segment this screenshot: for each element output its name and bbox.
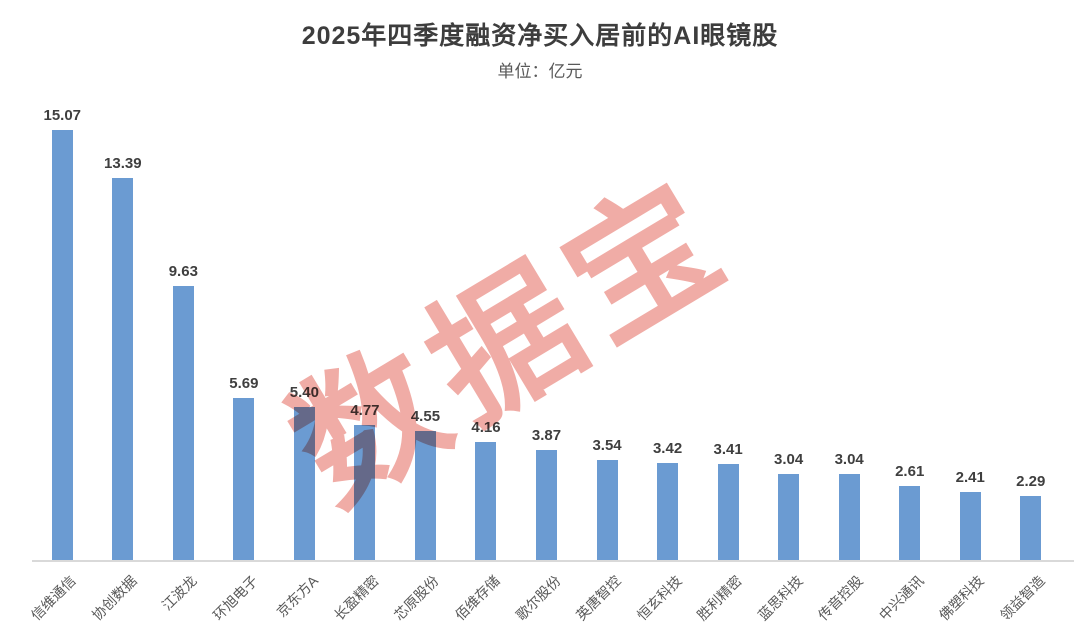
- bar-value-label: 2.41: [955, 469, 985, 487]
- bar-column: 4.77: [335, 104, 396, 561]
- x-axis-labels: 信维通信 协创数据 江波龙 环旭电子 京东方A 长盈精密 芯原股份 佰维存储 歌尔股份 英唐智控恒…: [28, 563, 1061, 636]
- bar: [475, 442, 497, 561]
- bar: [959, 492, 981, 561]
- bar-value-label: 3.04: [834, 451, 864, 469]
- x-axis-label: 江波龙: [159, 572, 201, 614]
- bar-column: 2.29: [1001, 104, 1062, 561]
- bar: [536, 450, 558, 561]
- bar: [51, 130, 73, 561]
- bar: [293, 406, 315, 561]
- bar-value-label: 5.40: [289, 383, 319, 401]
- chart-title: 2025年四季度融资净买入居前的AI眼镜股: [301, 22, 779, 50]
- bar-column: 3.42: [637, 104, 698, 561]
- bar: [354, 424, 376, 561]
- bar-column: 2.61: [879, 104, 940, 561]
- bar-column: 3.04: [758, 104, 819, 561]
- bar-value-label: 2.61: [895, 463, 925, 481]
- x-axis-label: 恒玄科技: [633, 572, 685, 624]
- chart-unit-label: 单位：亿元: [497, 62, 583, 81]
- x-axis-line: [32, 560, 1074, 562]
- x-axis-label: 协创数据: [88, 572, 140, 624]
- bar-column: 4.16: [456, 104, 517, 561]
- bar-value-label: 2.29: [1016, 472, 1046, 490]
- bar-value-label: 4.16: [471, 419, 501, 436]
- bar-value-label: 3.41: [713, 440, 743, 458]
- x-axis-label: 京东方A: [273, 572, 322, 621]
- x-axis-label: 中兴通讯: [875, 572, 927, 624]
- bar-value-label: 4.55: [410, 407, 441, 425]
- bar: [172, 285, 194, 561]
- x-axis-label: 佛塑科技: [936, 572, 987, 624]
- x-axis-label: 蓝思科技: [754, 572, 806, 624]
- bar: [657, 463, 679, 561]
- bar-column: 9.63: [153, 104, 214, 561]
- bar-column: 5.40: [274, 104, 335, 561]
- x-axis-label: 歌尔股份: [512, 572, 564, 624]
- bar-value-label: 3.42: [652, 440, 683, 458]
- bar-column: 13.39: [93, 104, 154, 561]
- x-axis-label: 佰维存储: [451, 572, 503, 624]
- x-axis-label: 领益智造: [996, 572, 1048, 624]
- bar-column: 15.07: [32, 104, 93, 561]
- bar-value-label: 13.39: [104, 155, 142, 172]
- x-axis-label: 胜利精密: [693, 572, 745, 624]
- x-axis-label: 芯原股份: [391, 572, 443, 624]
- bar-value-label: 3.04: [774, 451, 804, 469]
- x-axis-label: 信维通信: [28, 572, 79, 624]
- bar-column: 5.69: [214, 104, 275, 561]
- bar-column: 3.41: [698, 104, 759, 561]
- bar: [778, 474, 800, 561]
- bar: [112, 178, 134, 561]
- bar-column: 4.55: [395, 104, 456, 561]
- x-axis-label: 传音控股: [814, 572, 866, 624]
- x-axis-label: 英唐智控: [572, 572, 624, 624]
- x-axis-label: 环旭电子: [209, 572, 261, 624]
- x-axis-label: 长盈精密: [330, 572, 382, 624]
- bar-value-label: 15.07: [43, 107, 82, 124]
- bar: [596, 459, 618, 561]
- plot-area: 15.07 13.39 9.63 5.69 5.40 4.77 4.55 4.16 3.87 3.…: [32, 104, 1061, 561]
- bar-column: 3.54: [577, 104, 638, 561]
- bar-value-label: 3.87: [531, 427, 562, 445]
- bar: [414, 430, 436, 561]
- bar-value-label: 5.69: [229, 375, 259, 393]
- bar-column: 2.41: [940, 104, 1001, 561]
- bar-value-label: 3.54: [592, 436, 622, 454]
- bar: [717, 463, 739, 561]
- bar: [233, 398, 255, 561]
- bar-value-label: 9.63: [168, 262, 198, 280]
- bar: [838, 474, 860, 561]
- bar-value-label: 4.77: [350, 401, 380, 419]
- bar: [899, 486, 921, 561]
- bar-column: 3.04: [819, 104, 880, 561]
- bar-column: 3.87: [516, 104, 577, 561]
- bar: [1020, 495, 1042, 561]
